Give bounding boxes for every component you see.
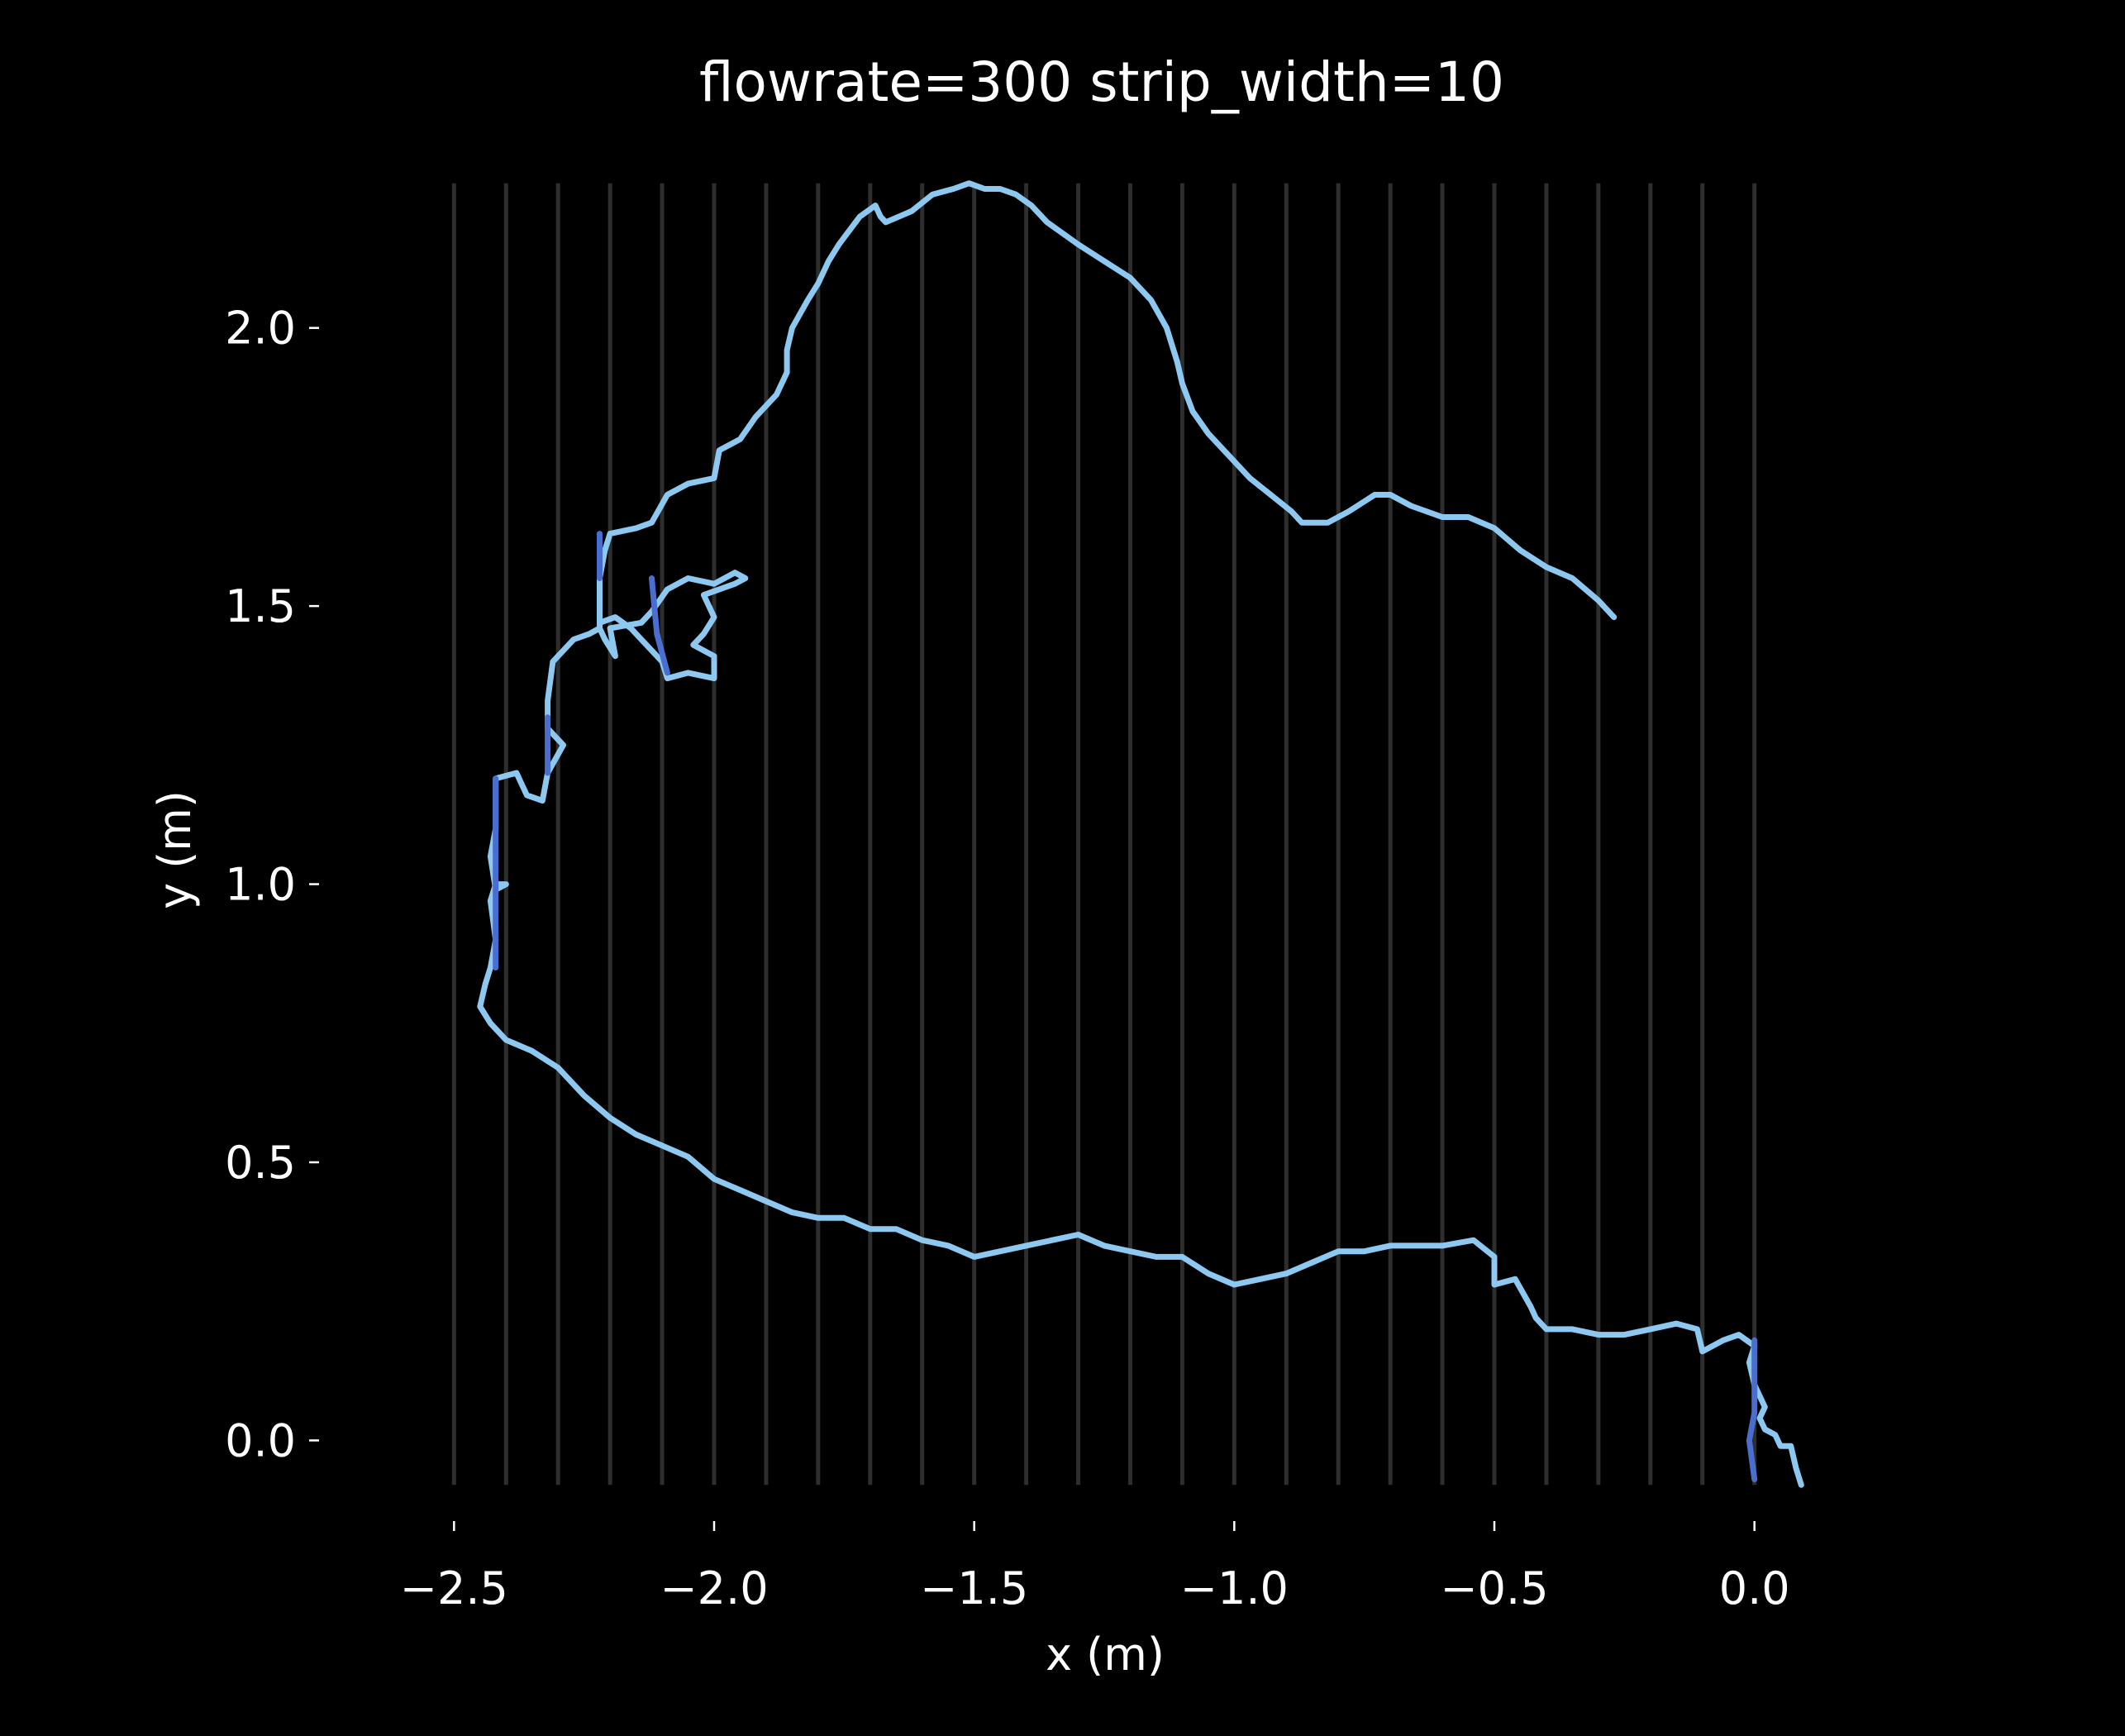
y-tick-label: 0.0 (225, 1414, 296, 1467)
y-axis-ticks: 0.0 0.5 1.0 1.5 2.0 (225, 303, 319, 1467)
strip-lines (451, 183, 1757, 1486)
x-tick-label: −1.0 (1180, 1562, 1289, 1614)
y-tick-label: 0.5 (225, 1137, 296, 1189)
y-axis-label: y (m) (149, 790, 201, 909)
x-axis-ticks: −2.5 −2.0 −1.5 −1.0 −0.5 0.0 (400, 1521, 1790, 1614)
x-tick-label: 0.0 (1719, 1562, 1790, 1614)
chart-title: flowrate=300 strip_width=10 (699, 50, 1504, 114)
x-axis-label: x (m) (1046, 1629, 1165, 1681)
trajectory-series (477, 180, 1804, 1488)
trajectory-line (649, 575, 670, 676)
trajectory-line (1746, 1337, 1758, 1482)
y-tick-label: 1.0 (225, 859, 296, 911)
x-tick-label: −2.5 (400, 1562, 508, 1614)
x-tick-label: −1.5 (920, 1562, 1028, 1614)
x-tick-label: −0.5 (1440, 1562, 1548, 1614)
y-tick-label: 1.5 (225, 580, 296, 632)
y-tick-label: 2.0 (225, 303, 296, 355)
x-tick-label: −2.0 (660, 1562, 768, 1614)
